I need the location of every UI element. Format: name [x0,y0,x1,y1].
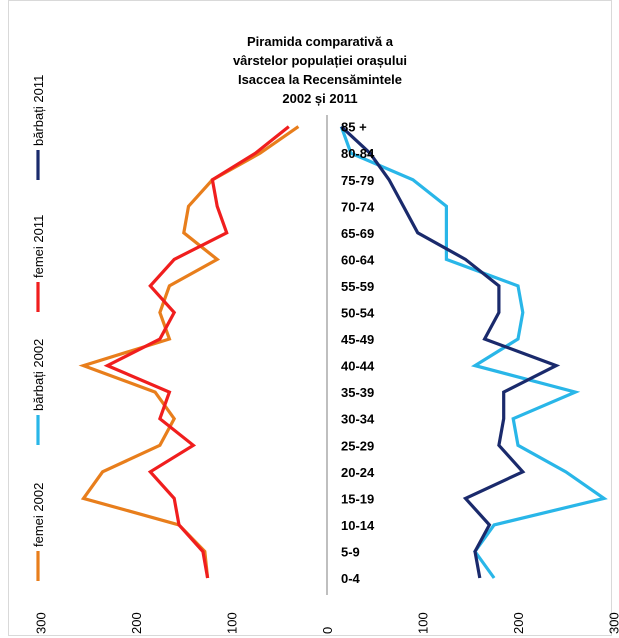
x-tick-label: 100 [416,612,431,634]
category-label: 55-59 [341,279,374,294]
series-line-4 [340,125,561,579]
category-label: 70-74 [341,199,375,214]
category-label: 25-29 [341,438,374,453]
x-tick-label: 200 [129,612,144,634]
category-label: 50-54 [341,306,375,321]
category-label: 15-19 [341,491,374,506]
x-tick-label: 100 [225,612,240,634]
category-label: 80-84 [341,146,375,161]
category-label: 35-39 [341,385,374,400]
chart-title-line: Piramida comparativă a [247,34,393,49]
category-label: 75-79 [341,173,374,188]
category-label: 65-69 [341,226,374,241]
chart-title-line: vârstelor populației orașului [232,53,408,68]
legend-label: bărbați 2002 [31,339,46,411]
chart-title-line: 2002 și 2011 [282,91,358,106]
x-tick-label: 300 [607,612,619,634]
category-label: 40-44 [341,359,375,374]
chart-title: Piramida comparativă a vârstelor populaț… [195,32,445,108]
series-line-1 [78,125,300,579]
category-label: 30-34 [341,412,375,427]
x-tick-label: 200 [511,612,526,634]
category-label: 5-9 [341,545,360,560]
category-label: 45-49 [341,332,374,347]
legend-label: femei 2002 [31,483,46,547]
chart-title-line: Isaccea la Recensămintele [237,72,403,87]
category-label: 0-4 [341,571,361,586]
legend-label: femei 2011 [31,215,46,278]
series-line-3 [103,125,290,579]
category-label: 10-14 [341,518,375,533]
x-tick-label: 300 [34,612,49,634]
category-label: 60-64 [341,252,375,267]
category-label: 20-24 [341,465,375,480]
x-tick-label: 0 [320,627,335,634]
category-label: 85 + [341,120,367,135]
legend-label: bărbați 2011 [31,75,46,146]
chart-frame [8,0,612,636]
series-line-2 [339,126,608,579]
